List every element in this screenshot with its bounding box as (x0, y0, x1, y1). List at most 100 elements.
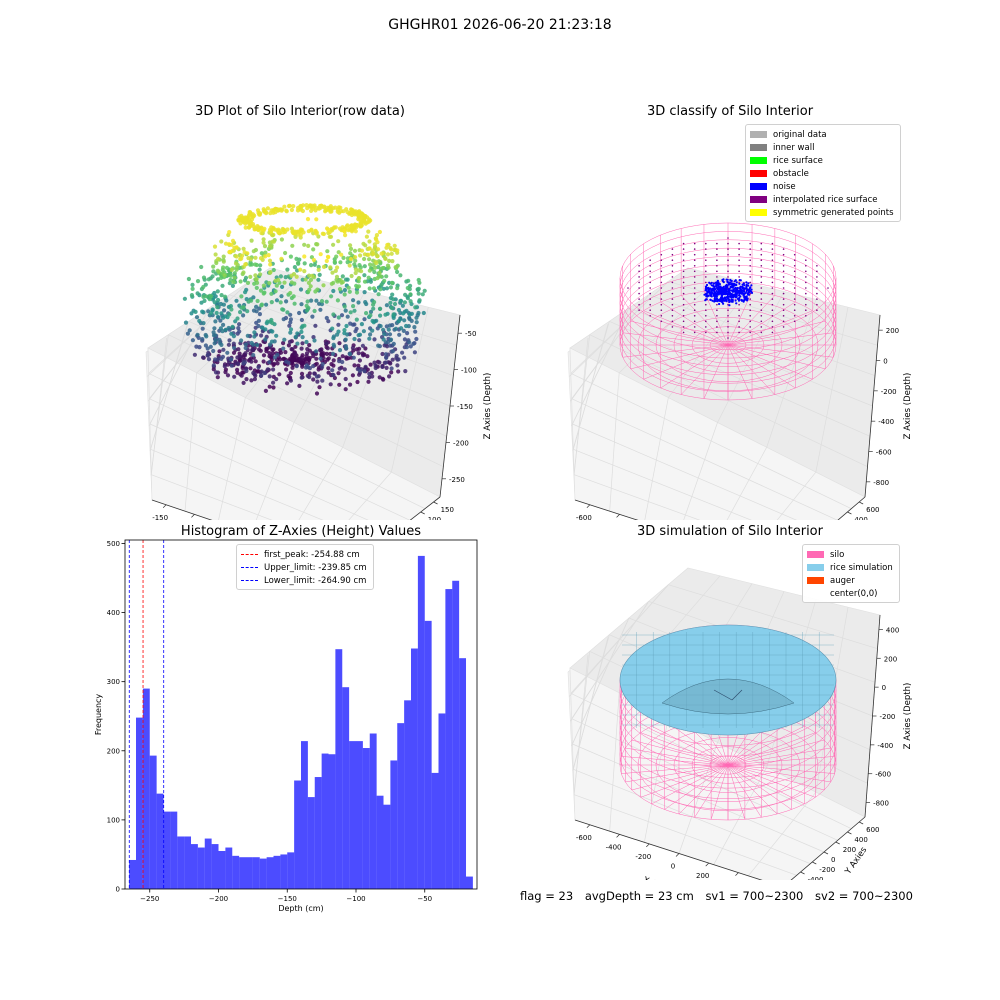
legend-label: noise (773, 181, 796, 192)
scatter-point (186, 276, 191, 282)
interpolated-point (693, 320, 696, 323)
interpolated-point (682, 253, 685, 256)
scatter-point (276, 208, 281, 213)
interpolated-point (705, 276, 707, 278)
x-tick (616, 514, 620, 518)
scatter-point (260, 227, 265, 232)
scatter-point (211, 264, 216, 269)
legend-label: Upper_limit: -239.85 cm (264, 562, 367, 573)
scatter-point (205, 346, 210, 351)
interpolated-point (660, 298, 663, 300)
x-tick-label: −50 (417, 895, 432, 903)
scatter-point (225, 350, 230, 355)
scatter-point (195, 291, 200, 296)
scatter-point (229, 357, 234, 362)
interpolated-point (793, 315, 796, 317)
histogram-bar (349, 741, 357, 889)
scatter-point (354, 317, 359, 322)
scatter-point (268, 229, 274, 235)
histogram-bar (170, 811, 178, 889)
scatter-point (300, 277, 305, 282)
interpolated-point (693, 270, 696, 273)
scatter-point (380, 364, 385, 369)
scatter-point (213, 338, 218, 343)
scatter-point (308, 203, 313, 208)
noise-point (718, 302, 721, 306)
interpolated-point (727, 242, 729, 245)
scatter-point (333, 205, 338, 210)
scatter-point (359, 248, 365, 253)
noise-point (750, 290, 753, 293)
noise-point (715, 281, 718, 284)
scatter-point (222, 308, 227, 313)
x-tick-label: −150 (278, 895, 297, 903)
silo-floor-ring (673, 317, 783, 373)
scatter-point (308, 284, 313, 289)
scatter-point (251, 308, 257, 313)
interpolated-point (727, 309, 729, 311)
scatter-point (238, 310, 243, 315)
y-tick-label: -400 (808, 876, 824, 880)
scatter-point (362, 256, 367, 262)
interpolated-point (805, 281, 807, 284)
scatter-point (273, 278, 278, 283)
scatter-point (280, 307, 285, 312)
scatter-point (257, 267, 262, 272)
interpolated-point (727, 253, 729, 256)
scatter-point (298, 267, 303, 272)
scatter-point (201, 275, 207, 280)
histogram-bar (156, 793, 164, 889)
scatter-point (204, 334, 209, 339)
scatter-point (310, 314, 315, 319)
scatter-point (255, 342, 260, 347)
scatter-point (268, 262, 273, 267)
interpolated-point (771, 259, 774, 261)
interpolated-point (782, 287, 785, 289)
interpolated-point (638, 276, 640, 278)
scatter-point (264, 210, 269, 215)
y-tick-label: 0 (116, 886, 120, 894)
scatter-point (384, 324, 389, 329)
scatter-point (394, 353, 399, 358)
scatter-point (282, 337, 287, 342)
scatter-point (351, 298, 356, 303)
scatter-point (286, 203, 292, 209)
scatter-point (297, 383, 302, 388)
scatter-point (230, 324, 235, 329)
interpolated-point (816, 265, 818, 267)
scatter-point (366, 229, 371, 234)
interpolated-point (760, 309, 763, 311)
scatter-point (384, 365, 389, 370)
scatter-point (404, 323, 409, 329)
noise-point (742, 300, 745, 303)
interpolated-point (749, 270, 751, 273)
scatter-point (362, 317, 367, 322)
scatter-point (271, 239, 276, 244)
noise-point (731, 299, 734, 302)
scatter-point (232, 345, 237, 350)
scatter-point (289, 207, 294, 213)
scatter-point (227, 249, 232, 254)
x-tick-label: -150 (152, 514, 168, 520)
scatter-point (327, 234, 332, 239)
noise-point (709, 287, 712, 290)
scatter-point (291, 357, 296, 362)
noise-point (734, 299, 737, 302)
scatter-point (389, 247, 394, 252)
interpolated-point (738, 309, 740, 311)
scatter-point (221, 254, 226, 259)
interpolated-point (749, 320, 751, 323)
interpolated-point (727, 326, 729, 328)
scatter-point (336, 371, 341, 376)
noise-point (710, 291, 714, 294)
scatter-point (223, 294, 228, 299)
interpolated-point (671, 276, 674, 278)
interpolated-point (649, 303, 651, 306)
scatter-point (315, 287, 320, 292)
noise-point (714, 299, 717, 303)
scatter-point (245, 251, 250, 256)
scatter-point (297, 310, 302, 316)
scatter-point (416, 286, 421, 291)
scatter-point (389, 251, 394, 256)
scatter-point (396, 369, 401, 374)
